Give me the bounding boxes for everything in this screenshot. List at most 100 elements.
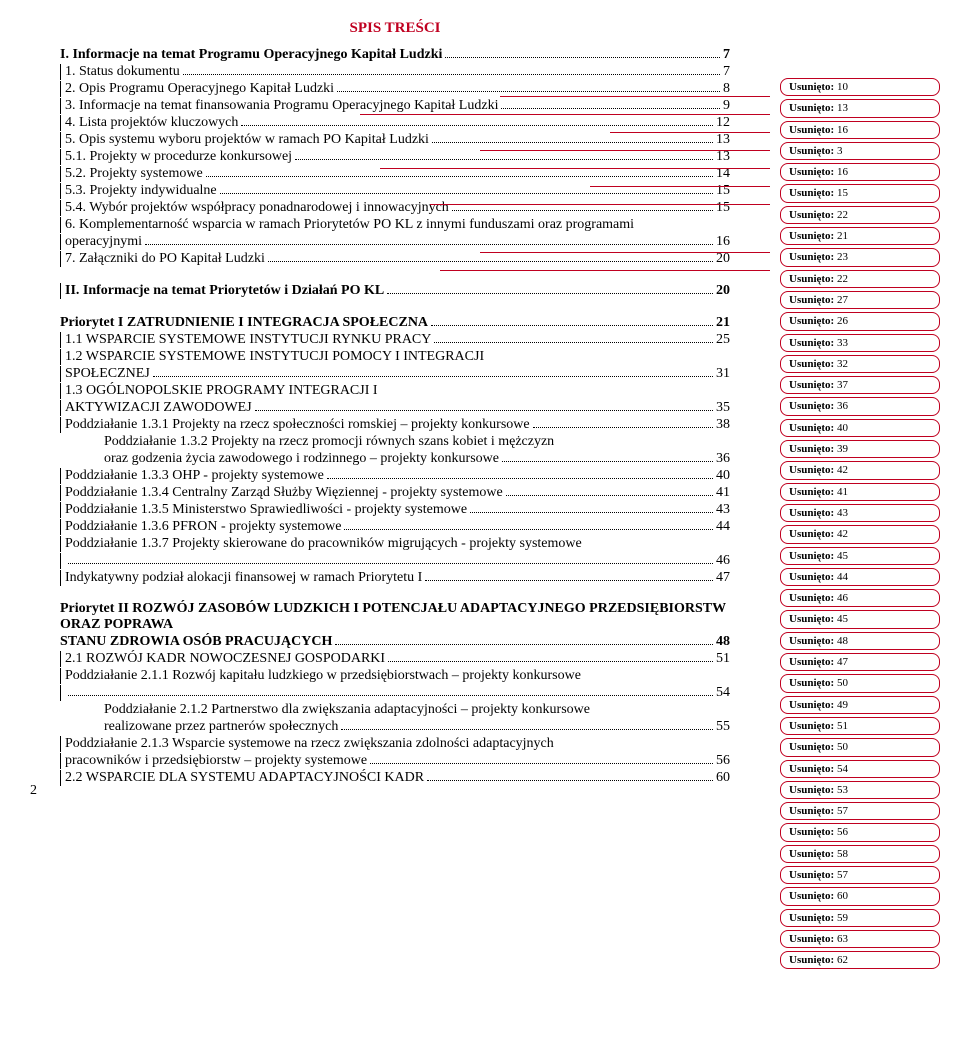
deleted-value: 42 <box>837 528 848 540</box>
toc-page: 16 <box>716 234 730 250</box>
toc-page: 21 <box>716 315 730 331</box>
deleted-label: Usunięto: <box>789 699 837 711</box>
deleted-annotation: Usunięto: 42 <box>780 525 940 543</box>
deleted-label: Usunięto: <box>789 145 837 157</box>
deleted-annotation: Usunięto: 16 <box>780 121 940 139</box>
toc-label: Poddziałanie 1.3.3 OHP - projekty system… <box>65 468 324 484</box>
deleted-value: 51 <box>837 720 848 732</box>
toc-dots <box>220 193 713 194</box>
toc-line: 1.1 WSPARCIE SYSTEMOWE INSTYTUCJI RYNKU … <box>60 332 730 348</box>
toc-line: operacyjnymi 16 <box>60 234 730 250</box>
deleted-value: 39 <box>837 443 848 455</box>
toc-dots <box>183 74 720 75</box>
deleted-value: 57 <box>837 805 848 817</box>
toc-label: 5.4. Wybór projektów współpracy ponadnar… <box>65 200 449 216</box>
deleted-annotation: Usunięto: 57 <box>780 802 940 820</box>
deleted-annotation: Usunięto: 58 <box>780 845 940 863</box>
toc-page: 55 <box>716 719 730 735</box>
toc-line: Poddziałanie 1.3.4 Centralny Zarząd Służ… <box>60 485 730 501</box>
toc-label: 5.1. Projekty w procedurze konkursowej <box>65 149 292 165</box>
toc-dots <box>335 644 713 645</box>
toc-label: 5.2. Projekty systemowe <box>65 166 203 182</box>
deleted-value: 37 <box>837 379 848 391</box>
toc-dots <box>268 261 713 262</box>
deleted-annotation: Usunięto: 36 <box>780 397 940 415</box>
deleted-value: 16 <box>837 124 848 136</box>
deleted-value: 15 <box>837 187 848 199</box>
connector-line <box>380 168 770 169</box>
deleted-annotation: Usunięto: 13 <box>780 99 940 117</box>
deleted-annotation: Usunięto: 23 <box>780 248 940 266</box>
deleted-value: 45 <box>837 550 848 562</box>
toc-page: 15 <box>716 200 730 216</box>
deleted-annotation: Usunięto: 60 <box>780 887 940 905</box>
toc-page: 7 <box>723 64 730 80</box>
deleted-label: Usunięto: <box>789 358 837 370</box>
deleted-label: Usunięto: <box>789 613 837 625</box>
toc-page: 54 <box>716 685 730 701</box>
toc-page: 12 <box>716 115 730 131</box>
toc-label: 1. Status dokumentu <box>65 64 180 80</box>
toc-label: operacyjnymi <box>65 234 142 250</box>
deleted-annotation: Usunięto: 62 <box>780 951 940 969</box>
toc-line: 54 <box>60 685 730 701</box>
deleted-label: Usunięto: <box>789 486 837 498</box>
toc-label: 2.2 WSPARCIE DLA SYSTEMU ADAPTACYJNOŚCI … <box>65 770 424 786</box>
toc-line-wrap: Poddziałanie 2.1.2 Partnerstwo dla zwięk… <box>60 702 730 718</box>
deleted-annotation: Usunięto: 57 <box>780 866 940 884</box>
deleted-annotation: Usunięto: 49 <box>780 696 940 714</box>
toc-line: 5.4. Wybór projektów współpracy ponadnar… <box>60 200 730 216</box>
toc-dots <box>427 780 713 781</box>
toc-label: pracowników i przedsiębiorstw – projekty… <box>65 753 367 769</box>
toc-dots <box>68 695 713 696</box>
toc-line: oraz godzenia życia zawodowego i rodzinn… <box>60 451 730 467</box>
deleted-annotation: Usunięto: 32 <box>780 355 940 373</box>
toc-dots <box>341 729 713 730</box>
deleted-value: 50 <box>837 677 848 689</box>
deleted-value: 40 <box>837 422 848 434</box>
connector-line <box>500 96 770 97</box>
toc-page: 35 <box>716 400 730 416</box>
connector-line <box>610 132 770 133</box>
toc-page: 38 <box>716 417 730 433</box>
deleted-annotation: Usunięto: 46 <box>780 589 940 607</box>
toc-label: Poddziałanie 1.3.5 Ministerstwo Sprawied… <box>65 502 467 518</box>
deleted-label: Usunięto: <box>789 81 837 93</box>
deleted-value: 3 <box>837 145 843 157</box>
toc-label: 1.1 WSPARCIE SYSTEMOWE INSTYTUCJI RYNKU … <box>65 332 431 348</box>
deleted-value: 21 <box>837 230 848 242</box>
deleted-annotation: Usunięto: 45 <box>780 547 940 565</box>
toc-page: 43 <box>716 502 730 518</box>
toc-label: Poddziałanie 1.3.4 Centralny Zarząd Służ… <box>65 485 503 501</box>
toc-line: AKTYWIZACJI ZAWODOWEJ 35 <box>60 400 730 416</box>
deleted-label: Usunięto: <box>789 848 837 860</box>
deleted-annotation: Usunięto: 41 <box>780 483 940 501</box>
toc-page: 47 <box>716 570 730 586</box>
toc-line: Priorytet I ZATRUDNIENIE I INTEGRACJA SP… <box>60 315 730 331</box>
deleted-label: Usunięto: <box>789 763 837 775</box>
toc-label: oraz godzenia życia zawodowego i rodzinn… <box>104 451 499 467</box>
deleted-value: 33 <box>837 337 848 349</box>
deleted-value: 49 <box>837 699 848 711</box>
toc-page: 51 <box>716 651 730 667</box>
deleted-annotation: Usunięto: 22 <box>780 206 940 224</box>
toc-container: I. Informacje na temat Programu Operacyj… <box>60 47 730 786</box>
toc-page: 9 <box>723 98 730 114</box>
toc-line: 46 <box>60 553 730 569</box>
toc-line-wrap: Poddziałanie 2.1.1 Rozwój kapitału ludzk… <box>60 668 730 684</box>
deleted-label: Usunięto: <box>789 741 837 753</box>
toc-dots <box>470 512 713 513</box>
toc-label: Indykatywny podział alokacji finansowej … <box>65 570 422 586</box>
deleted-value: 50 <box>837 741 848 753</box>
toc-label: STANU ZDROWIA OSÓB PRACUJĄCYCH <box>60 634 332 650</box>
deleted-label: Usunięto: <box>789 890 837 902</box>
toc-line-wrap: 1.2 WSPARCIE SYSTEMOWE INSTYTUCJI POMOCY… <box>60 349 730 365</box>
toc-line: Poddziałanie 1.3.5 Ministerstwo Sprawied… <box>60 502 730 518</box>
page-title: SPIS TREŚCI <box>60 20 730 37</box>
deleted-label: Usunięto: <box>789 507 837 519</box>
deleted-label: Usunięto: <box>789 826 837 838</box>
toc-label: AKTYWIZACJI ZAWODOWEJ <box>65 400 252 416</box>
deleted-label: Usunięto: <box>789 187 837 199</box>
deleted-label: Usunięto: <box>789 337 837 349</box>
deleted-annotation: Usunięto: 3 <box>780 142 940 160</box>
